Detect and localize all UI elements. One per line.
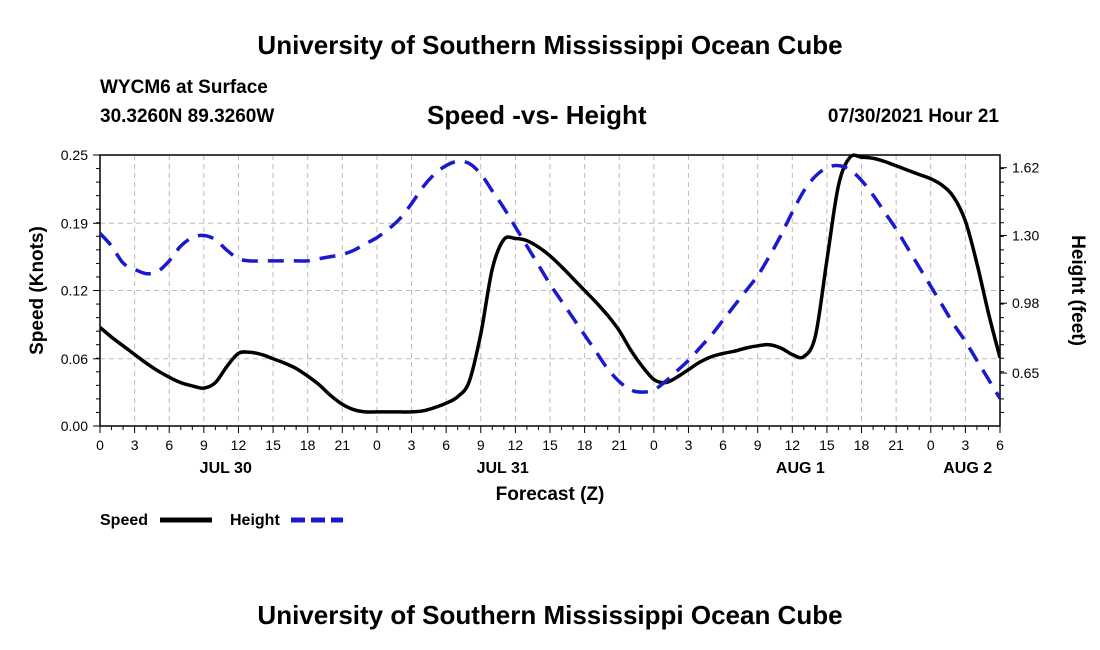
chart-subtitle: Speed -vs- Height xyxy=(427,100,647,130)
station-label: WYCM6 at Surface xyxy=(100,77,268,98)
x-tick-label: 21 xyxy=(888,437,904,453)
date-label: JUL 31 xyxy=(477,460,529,477)
x-tick-label: 9 xyxy=(477,437,485,453)
date-label: AUG 1 xyxy=(776,460,825,477)
x-tick-label: 6 xyxy=(996,437,1004,453)
legend-label-height: Height xyxy=(230,512,280,529)
x-tick-label: 9 xyxy=(200,437,208,453)
y-left-tick-label: 0.06 xyxy=(61,351,88,367)
x-tick-label: 0 xyxy=(373,437,381,453)
y-right-tick-label: 1.30 xyxy=(1012,227,1039,243)
x-axis-label: Forecast (Z) xyxy=(496,484,605,505)
chart-title-top: University of Southern Mississippi Ocean… xyxy=(257,30,843,60)
date-label: 07/30/2021 Hour 21 xyxy=(827,106,999,127)
x-tick-label: 12 xyxy=(231,437,247,453)
date-label: AUG 2 xyxy=(943,460,992,477)
x-tick-label: 6 xyxy=(719,437,727,453)
x-tick-label: 12 xyxy=(785,437,801,453)
x-tick-label: 18 xyxy=(854,437,870,453)
x-tick-label: 6 xyxy=(442,437,450,453)
series-speed-line xyxy=(100,153,1000,414)
x-tick-label: 21 xyxy=(611,437,627,453)
x-tick-label: 3 xyxy=(685,437,693,453)
x-tick-label: 15 xyxy=(819,437,835,453)
coordinates-label: 30.3260N 89.3260W xyxy=(100,106,275,127)
y-axis-left-label: Speed (Knots) xyxy=(27,226,48,355)
y-left-tick-label: 0.12 xyxy=(61,283,88,299)
x-tick-label: 15 xyxy=(265,437,281,453)
x-tick-label: 0 xyxy=(96,437,104,453)
y-left-tick-label: 0.00 xyxy=(61,418,88,434)
x-tick-label: 0 xyxy=(650,437,658,453)
plot-frame xyxy=(99,154,1001,427)
x-tick-label: 15 xyxy=(542,437,558,453)
speed-height-chart: 0 3 6 9 12 15 18 21 0 3 6 9 12 15 18 21 0 3 6 9 12 15 18 21 0 3 6 0… xyxy=(27,147,1088,529)
legend-label-speed: Speed xyxy=(100,512,148,529)
x-tick-label: 0 xyxy=(927,437,935,453)
x-tick-label: 12 xyxy=(508,437,524,453)
y-axis-right-label: Height (feet) xyxy=(1067,235,1088,346)
x-tick-label: 18 xyxy=(577,437,593,453)
chart-title-bottom: University of Southern Mississippi Ocean… xyxy=(257,600,843,630)
series-height-line xyxy=(100,159,1000,400)
x-tick-label: 3 xyxy=(961,437,969,453)
y-left-tick-label: 0.19 xyxy=(61,215,88,231)
x-tick-label: 3 xyxy=(408,437,416,453)
x-tick-label: 21 xyxy=(335,437,351,453)
y-right-tick-label: 1.62 xyxy=(1012,160,1039,176)
x-tick-label: 6 xyxy=(165,437,173,453)
date-label: JUL 30 xyxy=(200,460,252,477)
y-left-tick-label: 0.25 xyxy=(61,147,88,163)
x-tick-label: 3 xyxy=(131,437,139,453)
x-tick-label: 18 xyxy=(300,437,316,453)
y-right-tick-label: 0.98 xyxy=(1012,295,1039,311)
x-tick-label: 9 xyxy=(754,437,762,453)
y-right-tick-label: 0.65 xyxy=(1012,365,1039,381)
